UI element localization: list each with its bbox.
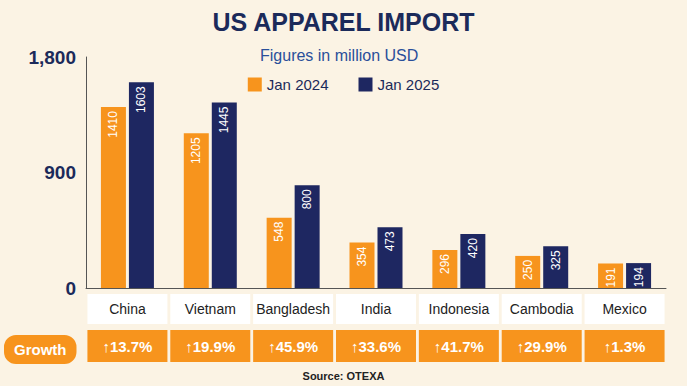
svg-text:296: 296 bbox=[438, 254, 452, 274]
svg-text:325: 325 bbox=[549, 250, 563, 270]
svg-text:↑33.6%: ↑33.6% bbox=[351, 338, 401, 355]
svg-text:Jan 2025: Jan 2025 bbox=[378, 76, 440, 93]
svg-text:1205: 1205 bbox=[189, 137, 203, 164]
svg-text:India: India bbox=[361, 301, 392, 317]
svg-text:0: 0 bbox=[65, 278, 76, 299]
svg-text:1445: 1445 bbox=[217, 106, 231, 133]
svg-text:191: 191 bbox=[604, 267, 618, 287]
svg-text:↑1.3%: ↑1.3% bbox=[604, 338, 646, 355]
svg-text:↑29.9%: ↑29.9% bbox=[517, 338, 567, 355]
svg-text:Indonesia: Indonesia bbox=[428, 301, 489, 317]
svg-text:Cambodia: Cambodia bbox=[510, 301, 574, 317]
svg-text:473: 473 bbox=[383, 231, 397, 251]
svg-text:Bangladesh: Bangladesh bbox=[256, 301, 330, 317]
svg-text:900: 900 bbox=[44, 162, 76, 183]
svg-text:1,800: 1,800 bbox=[28, 47, 76, 68]
svg-text:1603: 1603 bbox=[134, 86, 148, 113]
svg-text:China: China bbox=[109, 301, 146, 317]
svg-text:↑41.7%: ↑41.7% bbox=[434, 338, 484, 355]
svg-text:Jan 2024: Jan 2024 bbox=[267, 76, 329, 93]
svg-text:354: 354 bbox=[355, 246, 369, 266]
svg-text:250: 250 bbox=[521, 260, 535, 280]
svg-text:194: 194 bbox=[632, 267, 646, 287]
svg-text:420: 420 bbox=[466, 238, 480, 258]
svg-text:Figures in million USD: Figures in million USD bbox=[260, 47, 418, 64]
svg-text:US APPAREL IMPORT: US APPAREL IMPORT bbox=[212, 8, 474, 36]
svg-text:1410: 1410 bbox=[106, 111, 120, 138]
svg-text:548: 548 bbox=[272, 221, 286, 241]
svg-text:Mexico: Mexico bbox=[602, 301, 647, 317]
svg-text:↑13.7%: ↑13.7% bbox=[102, 338, 152, 355]
svg-text:↑19.9%: ↑19.9% bbox=[185, 338, 235, 355]
svg-text:Growth: Growth bbox=[14, 341, 67, 358]
svg-text:800: 800 bbox=[300, 189, 314, 209]
svg-text:Vietnam: Vietnam bbox=[185, 301, 236, 317]
svg-text:Source: OTEXA: Source: OTEXA bbox=[303, 370, 385, 382]
svg-text:↑45.9%: ↑45.9% bbox=[268, 338, 318, 355]
